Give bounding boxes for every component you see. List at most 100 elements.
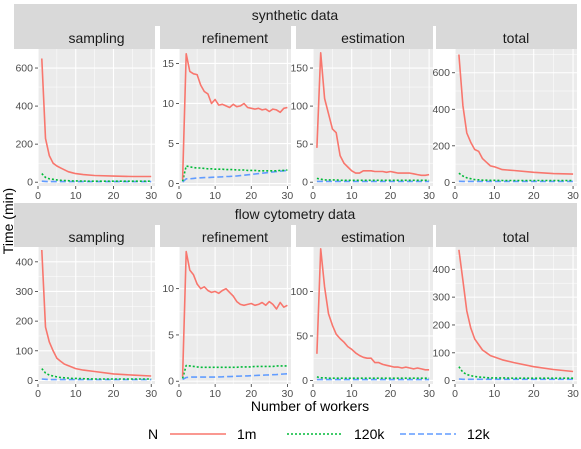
panel-synthetic-data-refinement: refinement 0 10 20 30 0 5 10 15 [160, 26, 293, 202]
dataset-strips: synthetic data flow cytometry data [14, 4, 577, 225]
y-tick-label: 400 [432, 104, 450, 116]
y-tick-label: 15 [162, 58, 174, 70]
x-tick-label: 30 [282, 388, 294, 400]
series-line-120k [316, 376, 430, 380]
series-line-1m [316, 51, 430, 177]
x-tick-label: 10 [209, 388, 221, 400]
series-line-1m [41, 58, 152, 178]
series-line-1m [41, 249, 152, 377]
series-line-1m [181, 52, 288, 180]
panel-flow-cytometry-data-estimation: estimation 0 10 20 30 0 50 100 [290, 225, 435, 400]
series-line-1m [181, 250, 288, 377]
x-axis-title: Number of workers [251, 398, 369, 414]
series-line-1m [316, 248, 430, 371]
x-tick-label: 30 [282, 190, 294, 202]
panel-flow-cytometry-data-refinement: refinement 0 10 20 30 0 5 10 [160, 225, 293, 400]
x-tick-label: 30 [423, 388, 435, 400]
y-tick-label: 300 [432, 292, 450, 304]
x-tick-label: 0 [176, 190, 182, 202]
y-tick-label: 10 [162, 98, 174, 110]
x-tick-label: 0 [35, 190, 41, 202]
y-tick-label: 50 [296, 330, 308, 342]
y-tick-label: 200 [432, 319, 450, 331]
panel-background [313, 247, 433, 384]
facet-title-sampling: sampling [68, 30, 124, 46]
y-tick-label: 10 [162, 283, 174, 295]
panel-background [313, 49, 433, 186]
x-tick-label: 0 [176, 388, 182, 400]
facet-strip [160, 225, 291, 247]
panel-background [179, 247, 291, 384]
x-tick-label: 30 [567, 388, 579, 400]
series-line-120k [181, 165, 288, 182]
panel-synthetic-data-estimation: estimation 0 10 20 30 0 50 100 150 [290, 26, 435, 202]
y-tick-label: 400 [432, 264, 450, 276]
facet-strip [436, 225, 577, 247]
y-tick-label: 600 [432, 67, 450, 79]
y-tick-label: 600 [15, 63, 33, 75]
facet-strip [14, 225, 155, 247]
facet-strip [14, 26, 155, 49]
y-tick-label: 0 [27, 375, 33, 387]
y-tick-label: 200 [15, 139, 33, 151]
series-line-1m [458, 249, 574, 373]
y-tick-label: 100 [290, 101, 308, 113]
y-tick-label: 200 [15, 316, 33, 328]
series-line-120k [458, 172, 574, 182]
facet-title-estimation: estimation [341, 30, 405, 46]
x-tick-label: 30 [423, 190, 435, 202]
dataset-strip-synthetic-data [14, 4, 577, 26]
x-tick-label: 0 [310, 190, 316, 202]
x-tick-label: 0 [452, 388, 458, 400]
panel-background [455, 49, 577, 186]
y-tick-label: 5 [168, 329, 174, 341]
x-tick-label: 20 [528, 388, 540, 400]
facet-title-sampling: sampling [68, 229, 124, 245]
legend-label-120k: 120k [354, 426, 385, 442]
facet-title-refinement: refinement [202, 30, 268, 46]
series-line-120k [41, 173, 152, 182]
facet-title-total: total [503, 229, 529, 245]
dataset-strip-flow-cytometry-data [14, 203, 577, 225]
dataset-title-flow-cytometry-data: flow cytometry data [235, 206, 356, 222]
y-tick-label: 200 [432, 140, 450, 152]
y-tick-label: 5 [168, 138, 174, 150]
y-tick-label: 100 [15, 345, 33, 357]
y-tick-label: 50 [296, 139, 308, 151]
series-line-120k [181, 364, 288, 379]
y-axis-title: Time (min) [0, 188, 16, 254]
facet-title-total: total [503, 30, 529, 46]
x-tick-label: 0 [35, 388, 41, 400]
y-tick-label: 0 [168, 376, 174, 388]
y-tick-label: 0 [27, 177, 33, 189]
y-tick-label: 0 [168, 178, 174, 190]
x-tick-label: 20 [245, 190, 257, 202]
panel-background [38, 247, 155, 384]
y-tick-label: 100 [432, 347, 450, 359]
x-tick-label: 20 [385, 190, 397, 202]
panel-synthetic-data-total: total 0 10 20 30 0 200 400 600 [432, 26, 579, 202]
facet-strip [296, 225, 433, 247]
series-line-120k [458, 366, 574, 380]
facet-strip [436, 26, 577, 49]
legend-title: N [148, 426, 158, 442]
y-tick-label: 300 [15, 286, 33, 298]
series-line-120k [316, 177, 430, 182]
y-tick-label: 100 [290, 286, 308, 298]
y-tick-label: 0 [302, 375, 308, 387]
x-tick-label: 30 [145, 190, 157, 202]
y-tick-label: 400 [15, 256, 33, 268]
y-tick-label: 150 [290, 63, 308, 75]
x-tick-label: 10 [489, 190, 501, 202]
y-tick-label: 400 [15, 101, 33, 113]
x-tick-label: 10 [489, 388, 501, 400]
x-tick-label: 20 [245, 388, 257, 400]
facet-title-refinement: refinement [202, 229, 268, 245]
x-tick-label: 20 [528, 190, 540, 202]
y-tick-label: 0 [444, 375, 450, 387]
x-tick-label: 10 [346, 190, 358, 202]
y-tick-label: 0 [302, 177, 308, 189]
